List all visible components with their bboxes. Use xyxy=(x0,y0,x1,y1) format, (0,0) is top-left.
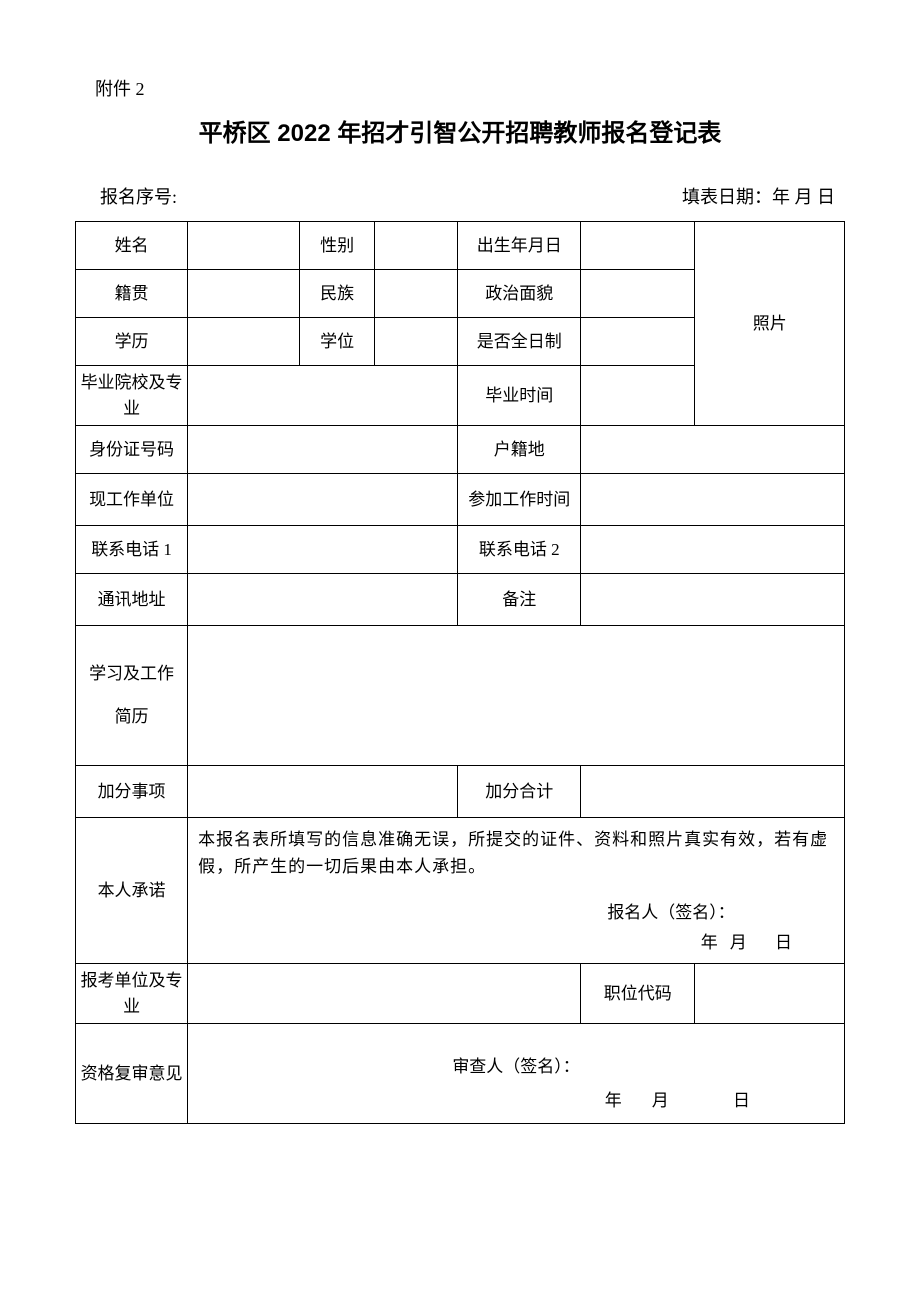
label-political: 政治面貌 xyxy=(458,270,581,318)
value-graduation-date[interactable] xyxy=(581,366,695,426)
promise-date: 年月 日 xyxy=(198,930,834,956)
label-phone1: 联系电话 1 xyxy=(76,526,188,574)
value-work-start[interactable] xyxy=(581,474,845,526)
value-political[interactable] xyxy=(581,270,695,318)
label-household: 户籍地 xyxy=(458,426,581,474)
value-gender[interactable] xyxy=(375,222,458,270)
table-row: 现工作单位 参加工作时间 xyxy=(76,474,845,526)
promise-cell: 本报名表所填写的信息准确无误，所提交的证件、资料和照片真实有效，若有虚假，所产生… xyxy=(188,818,845,964)
table-row: 通讯地址 备注 xyxy=(76,574,845,626)
value-resume[interactable] xyxy=(188,626,845,766)
resume-label-line2: 简历 xyxy=(80,696,183,739)
reg-number-label: 报名序号: xyxy=(100,183,177,209)
label-degree: 学位 xyxy=(300,318,375,366)
value-apply-unit[interactable] xyxy=(188,964,581,1024)
label-name: 姓名 xyxy=(76,222,188,270)
label-position-code: 职位代码 xyxy=(581,964,695,1024)
label-gender: 性别 xyxy=(300,222,375,270)
value-address[interactable] xyxy=(188,574,458,626)
value-education[interactable] xyxy=(188,318,300,366)
label-birth: 出生年月日 xyxy=(458,222,581,270)
value-native-place[interactable] xyxy=(188,270,300,318)
applicant-sign-label: 报名人（签名）： xyxy=(198,900,834,926)
label-apply-unit: 报考单位及专业 xyxy=(76,964,188,1024)
value-household[interactable] xyxy=(581,426,845,474)
resume-label-line1: 学习及工作 xyxy=(80,653,183,696)
value-name[interactable] xyxy=(188,222,300,270)
value-bonus-total[interactable] xyxy=(581,766,845,818)
label-remark: 备注 xyxy=(458,574,581,626)
value-phone2[interactable] xyxy=(581,526,845,574)
value-ethnicity[interactable] xyxy=(375,270,458,318)
registration-table: 姓名 性别 出生年月日 照片 籍贯 民族 政治面貌 学历 学位 是否全日制 毕业… xyxy=(75,221,845,1124)
label-id-number: 身份证号码 xyxy=(76,426,188,474)
label-bonus-total: 加分合计 xyxy=(458,766,581,818)
fill-date-label: 填表日期：年 月 日 xyxy=(682,183,835,209)
label-graduation-date: 毕业时间 xyxy=(458,366,581,426)
value-bonus-item[interactable] xyxy=(188,766,458,818)
reviewer-sign-label: 审查人（签名）： xyxy=(192,1054,840,1080)
label-education: 学历 xyxy=(76,318,188,366)
value-school-major[interactable] xyxy=(188,366,458,426)
label-ethnicity: 民族 xyxy=(300,270,375,318)
table-row: 姓名 性别 出生年月日 照片 xyxy=(76,222,845,270)
table-row: 联系电话 1 联系电话 2 xyxy=(76,526,845,574)
label-review: 资格复审意见 xyxy=(76,1024,188,1124)
label-native-place: 籍贯 xyxy=(76,270,188,318)
label-current-employer: 现工作单位 xyxy=(76,474,188,526)
value-phone1[interactable] xyxy=(188,526,458,574)
value-degree[interactable] xyxy=(375,318,458,366)
header-row: 报名序号: 填表日期：年 月 日 xyxy=(75,183,845,209)
label-resume: 学习及工作 简历 xyxy=(76,626,188,766)
page-title: 平桥区 2022 年招才引智公开招聘教师报名登记表 xyxy=(75,113,845,148)
review-date: 年月 日 xyxy=(192,1088,840,1114)
promise-content: 本报名表所填写的信息准确无误，所提交的证件、资料和照片真实有效，若有虚假，所产生… xyxy=(198,826,834,880)
table-row: 身份证号码 户籍地 xyxy=(76,426,845,474)
label-address: 通讯地址 xyxy=(76,574,188,626)
table-row: 加分事项 加分合计 xyxy=(76,766,845,818)
value-remark[interactable] xyxy=(581,574,845,626)
label-promise: 本人承诺 xyxy=(76,818,188,964)
label-fulltime: 是否全日制 xyxy=(458,318,581,366)
review-cell: 审查人（签名）： 年月 日 xyxy=(188,1024,845,1124)
value-fulltime[interactable] xyxy=(581,318,695,366)
label-work-start: 参加工作时间 xyxy=(458,474,581,526)
value-birth[interactable] xyxy=(581,222,695,270)
label-phone2: 联系电话 2 xyxy=(458,526,581,574)
value-position-code[interactable] xyxy=(695,964,845,1024)
table-row: 本人承诺 本报名表所填写的信息准确无误，所提交的证件、资料和照片真实有效，若有虚… xyxy=(76,818,845,964)
table-row: 报考单位及专业 职位代码 xyxy=(76,964,845,1024)
table-row: 资格复审意见 审查人（签名）： 年月 日 xyxy=(76,1024,845,1124)
label-school-major: 毕业院校及专业 xyxy=(76,366,188,426)
value-current-employer[interactable] xyxy=(188,474,458,526)
table-row: 学习及工作 简历 xyxy=(76,626,845,766)
value-id-number[interactable] xyxy=(188,426,458,474)
label-bonus-item: 加分事项 xyxy=(76,766,188,818)
attachment-label: 附件 2 xyxy=(75,75,845,101)
photo-cell[interactable]: 照片 xyxy=(695,222,845,426)
